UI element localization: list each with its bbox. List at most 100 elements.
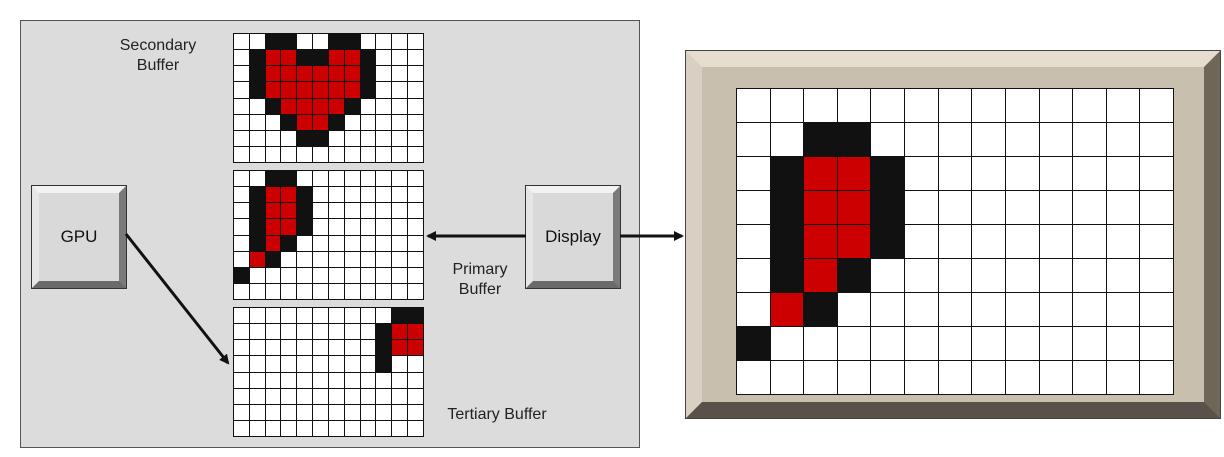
tertiary-buffer-pixel xyxy=(313,308,328,324)
tertiary-buffer-pixel xyxy=(392,404,408,420)
primary-buffer-pixel xyxy=(297,283,313,299)
secondary-buffer-pixel xyxy=(265,98,281,114)
primary-buffer-pixel xyxy=(281,219,297,235)
display-screen-pixel xyxy=(871,361,905,394)
secondary-buffer-pixel xyxy=(408,34,423,50)
secondary-buffer-pixel xyxy=(234,66,249,82)
secondary-buffer-pixel xyxy=(328,66,344,82)
primary-buffer-pixel xyxy=(376,219,392,235)
primary-buffer-pixel xyxy=(249,203,265,219)
secondary-buffer-pixel xyxy=(297,66,313,82)
primary-buffer-pixel xyxy=(313,219,328,235)
display-screen-pixel xyxy=(972,361,1005,394)
tertiary-buffer-pixel xyxy=(281,308,297,324)
display-screen-pixel xyxy=(837,225,871,258)
primary-buffer-pixel xyxy=(360,187,376,203)
primary-buffer-pixel xyxy=(392,171,408,187)
tertiary-buffer-pixel xyxy=(392,356,408,372)
display-screen-pixel xyxy=(938,123,972,156)
secondary-buffer-pixel xyxy=(376,66,392,82)
display-screen-pixel xyxy=(737,293,770,326)
tertiary-buffer-pixel xyxy=(328,356,344,372)
primary-buffer-pixel xyxy=(249,283,265,299)
tertiary-buffer-pixel xyxy=(249,308,265,324)
display-screen-pixel xyxy=(905,123,938,156)
primary-buffer-pixel xyxy=(328,203,344,219)
tertiary-buffer-pixel xyxy=(297,420,313,436)
display-screen-pixel xyxy=(1039,89,1073,122)
tertiary-buffer-pixel xyxy=(360,404,376,420)
display-screen-pixel xyxy=(1005,327,1039,360)
display-screen-pixel xyxy=(737,361,770,394)
primary-buffer-pixel xyxy=(265,171,281,187)
display-screen-pixel xyxy=(1106,225,1140,258)
primary-buffer-pixel xyxy=(313,187,328,203)
primary-buffer-pixel xyxy=(249,267,265,283)
primary-buffer-pixel xyxy=(392,267,408,283)
display-screen-pixel xyxy=(1073,89,1106,122)
tertiary-buffer-pixel xyxy=(249,388,265,404)
secondary-buffer-pixel xyxy=(234,34,249,50)
display-screen-pixel xyxy=(871,89,905,122)
display-screen-pixel xyxy=(905,327,938,360)
display-screen-pixel xyxy=(770,259,804,292)
primary-buffer-pixel xyxy=(328,187,344,203)
display-box: Display xyxy=(525,185,621,289)
secondary-buffer-pixel xyxy=(408,130,423,146)
display-screen-pixel xyxy=(905,191,938,224)
display-screen-pixel xyxy=(871,225,905,258)
primary-buffer-pixel xyxy=(281,171,297,187)
display-screen-pixel xyxy=(770,327,804,360)
tertiary-buffer-pixel xyxy=(344,340,360,356)
tertiary-buffer-pixel xyxy=(313,420,328,436)
tertiary-buffer-pixel xyxy=(234,404,249,420)
primary-buffer-pixel xyxy=(234,251,249,267)
secondary-buffer-pixel xyxy=(265,82,281,98)
display-screen-pixel xyxy=(1140,225,1173,258)
display-screen-pixel xyxy=(972,259,1005,292)
primary-buffer-pixel xyxy=(313,171,328,187)
display-screen-pixel xyxy=(1106,191,1140,224)
display-screen-pixel xyxy=(871,293,905,326)
display-screen-pixel xyxy=(938,361,972,394)
secondary-buffer-pixel xyxy=(313,114,328,130)
primary-buffer-pixel xyxy=(297,203,313,219)
tertiary-buffer-pixel xyxy=(408,404,423,420)
primary-buffer-pixel xyxy=(328,171,344,187)
tertiary-buffer-pixel xyxy=(281,372,297,388)
secondary-buffer-pixel xyxy=(392,82,408,98)
secondary-buffer-pixel xyxy=(328,146,344,162)
display-screen-pixel xyxy=(1140,89,1173,122)
primary-buffer-pixel xyxy=(234,267,249,283)
tertiary-buffer-pixel xyxy=(234,308,249,324)
tertiary-buffer-pixel xyxy=(376,356,392,372)
display-screen-pixel xyxy=(804,361,837,394)
tertiary-buffer-pixel xyxy=(249,324,265,340)
primary-buffer-pixel xyxy=(376,187,392,203)
primary-buffer-pixel xyxy=(408,283,423,299)
secondary-buffer-pixel xyxy=(249,82,265,98)
secondary-buffer-pixel xyxy=(281,130,297,146)
secondary-buffer-pixel xyxy=(265,146,281,162)
tertiary-buffer-pixel xyxy=(281,324,297,340)
primary-buffer-pixel xyxy=(265,219,281,235)
secondary-buffer-label-line2: Buffer xyxy=(136,57,180,74)
tertiary-buffer-pixel xyxy=(344,404,360,420)
display-screen-pixel xyxy=(737,327,770,360)
display-screen-pixel xyxy=(1073,225,1106,258)
display-screen-pixel xyxy=(871,123,905,156)
display-screen-pixel xyxy=(837,89,871,122)
primary-buffer-pixel xyxy=(249,187,265,203)
display-screen-pixel xyxy=(737,123,770,156)
display-screen-pixel xyxy=(1039,123,1073,156)
display-screen-pixel xyxy=(1140,259,1173,292)
display-screen-pixel xyxy=(972,123,1005,156)
secondary-buffer-pixel xyxy=(360,98,376,114)
primary-buffer-pixel xyxy=(344,267,360,283)
secondary-buffer-pixel xyxy=(376,50,392,66)
secondary-buffer-pixel xyxy=(249,98,265,114)
display-screen-pixel xyxy=(837,327,871,360)
display-screen-pixel xyxy=(1140,157,1173,190)
tertiary-buffer-label: Tertiary Buffer xyxy=(447,406,547,423)
display-screen-pixel xyxy=(804,327,837,360)
